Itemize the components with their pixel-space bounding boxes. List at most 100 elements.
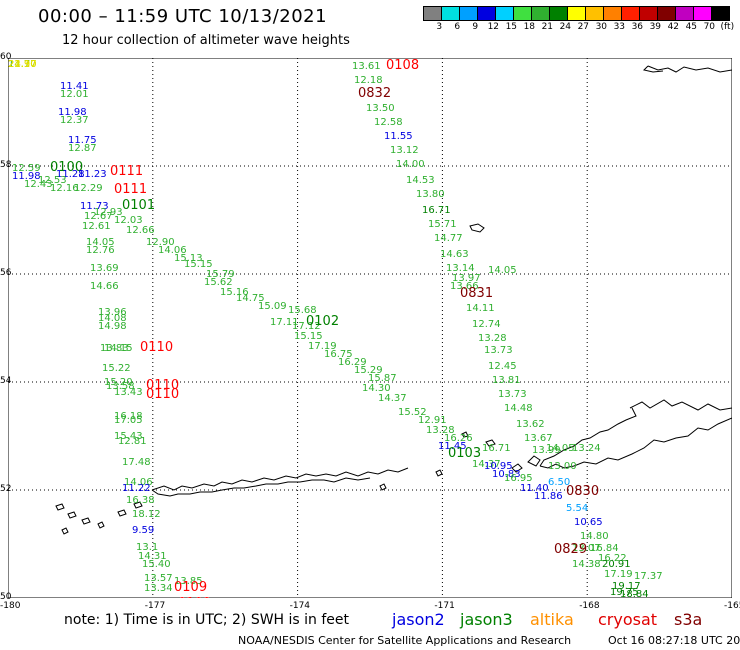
wave-height-value: 15.20 (104, 377, 133, 388)
wave-height-value: 20.91 (602, 559, 631, 570)
scale-label: 18 (523, 22, 536, 32)
wave-height-value: 17.05 (114, 415, 143, 426)
scale-label: 6 (454, 22, 461, 32)
legend-jason2: jason2 (392, 610, 445, 629)
wave-height-value: 16.29 (338, 357, 367, 368)
plot-frame (8, 58, 732, 598)
scale-label: 45 (685, 22, 698, 32)
wave-height-value: 12.43 (24, 179, 53, 190)
wave-height-value: 14.06 (124, 477, 153, 488)
wave-height-value: 14.31 (138, 551, 167, 562)
wave-height-value: 12.67 (84, 211, 113, 222)
wave-height-value: 14.06 (158, 245, 187, 256)
wave-height-value: 12.87 (68, 143, 97, 154)
pass-time-label: 0109 (174, 580, 207, 595)
wave-height-value: 14.05 (488, 265, 517, 276)
wave-height-value: 13.00 (548, 461, 577, 472)
wave-height-value: 13.73 (484, 345, 513, 356)
lat-tick-label: 50 (0, 592, 12, 602)
wave-height-value: 14.05 (546, 443, 575, 454)
wave-height-value: 12.66 (126, 225, 155, 236)
scale-label: 15 (505, 22, 518, 32)
wave-height-value: 11.23 (78, 169, 107, 180)
wave-height-value: 15.71 (428, 219, 457, 230)
wave-height-value: 19.75 (610, 587, 639, 598)
wave-height-value: 14.66 (90, 281, 119, 292)
wave-height-value: 13.85 (174, 576, 203, 587)
wave-height-value: 16.75 (324, 349, 353, 360)
pass-time-label: 0831 (460, 286, 493, 301)
scale-swatch (531, 6, 550, 21)
wave-height-value: 14.05 (86, 237, 115, 248)
wave-height-value: 16.26 (444, 433, 473, 444)
wave-height-value: 16.38 (126, 495, 155, 506)
wave-height-value: 15.52 (398, 407, 427, 418)
scale-label: 33 (613, 22, 626, 32)
wave-height-value: 13.62 (516, 419, 545, 430)
wave-height-value: 15.68 (288, 305, 317, 316)
wave-height-value: 14.48 (504, 403, 533, 414)
wave-height-value: 14.77 (8, 59, 37, 70)
wave-height-value: 14.11 (466, 303, 495, 314)
legend-altika: altika (530, 610, 574, 629)
lat-tick-label: 60 (0, 52, 12, 62)
lat-tick-label: 52 (0, 484, 12, 494)
wave-height-value: 15.29 (354, 365, 383, 376)
scale-swatch (513, 6, 532, 21)
wave-height-value: 12.18 (354, 75, 383, 86)
wave-height-value: 12.93 (94, 207, 123, 218)
wave-height-value: 17.11 (270, 317, 299, 328)
wave-height-value: 12.53 (38, 175, 67, 186)
wave-height-value: 13.81 (492, 375, 521, 386)
wave-height-value: 17.19 (604, 569, 633, 580)
wave-height-value: 14.63 (440, 249, 469, 260)
pass-time-label: 0103 (448, 446, 481, 461)
footer-note: note: 1) Time is in UTC; 2) SWH is in fe… (64, 612, 350, 628)
wave-height-value: 15.15 (184, 259, 213, 270)
scale-label: 36 (631, 22, 644, 32)
scale-swatch (657, 6, 676, 21)
pass-time-label: 0111 (110, 164, 143, 179)
legend-jason3: jason3 (460, 610, 513, 629)
chart-subtitle: 12 hour collection of altimeter wave hei… (62, 33, 350, 48)
wave-height-value: 12.91 (418, 415, 447, 426)
wave-height-value: 12.74 (472, 319, 501, 330)
wave-height-value: 18.12 (132, 509, 161, 520)
wave-height-value: 13.43 (114, 387, 143, 398)
lon-tick-label: -180 (0, 601, 21, 611)
wave-height-value: 14.08 (98, 313, 127, 324)
lon-tick-label: -177 (144, 601, 166, 611)
wave-height-value: 10.95 (484, 461, 513, 472)
wave-height-value: 11.45 (438, 441, 467, 452)
pass-time-label: 0102 (306, 314, 339, 329)
wave-height-value: 13.07 (572, 543, 601, 554)
scale-swatch (693, 6, 712, 21)
scale-swatch (567, 6, 586, 21)
lat-lon-grid (8, 58, 732, 598)
wave-height-value: 15.79 (206, 269, 235, 280)
wave-height-value: 10.83 (492, 469, 521, 480)
wave-height-value: 6.50 (548, 477, 570, 488)
wave-height-value: 13.67 (524, 433, 553, 444)
wave-height-value: 15.16 (220, 287, 249, 298)
wave-height-value: 13.57 (144, 573, 173, 584)
wave-height-value: 13.99 (532, 445, 561, 456)
pass-time-label: 0111 (114, 182, 147, 197)
wave-height-value: 13.12 (390, 145, 419, 156)
wave-height-value: 14.80 (580, 531, 609, 542)
wave-height-value: 12.29 (74, 183, 103, 194)
wave-height-value: 9.59 (132, 525, 154, 536)
wave-height-value: 12.16 (50, 183, 79, 194)
wave-height-value: 11.41 (60, 81, 89, 92)
scale-swatch (639, 6, 658, 21)
scale-label: 24 (559, 22, 572, 32)
pass-time-label: 0110 (140, 340, 173, 355)
wave-height-value: 11.98 (12, 171, 41, 182)
wave-height-value: 14.37 (378, 393, 407, 404)
wave-height-value: 14.38 (572, 559, 601, 570)
wave-height-value: 16.22 (598, 553, 627, 564)
footer-credit-text: NOAA/NESDIS Center for Satellite Applica… (238, 634, 572, 647)
wave-height-value: 15.87 (368, 373, 397, 384)
wave-height-value: 13.1 (136, 542, 158, 553)
wave-height-value: 15.13 (174, 253, 203, 264)
